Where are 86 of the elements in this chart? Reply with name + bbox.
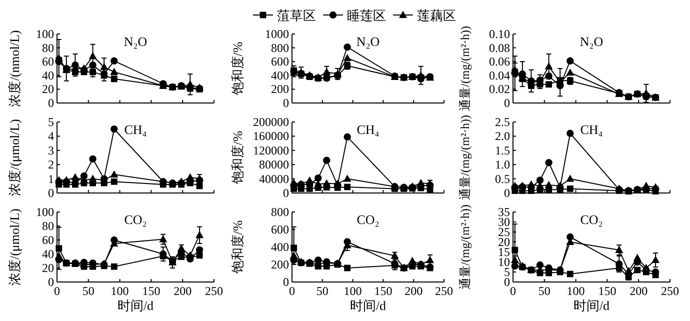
y-tick-label: 120000 bbox=[253, 143, 289, 158]
y-tick-label: 0 bbox=[283, 275, 289, 289]
y-tick-label: 0.06 bbox=[489, 54, 510, 69]
legend-label: 睡莲区 bbox=[347, 8, 386, 23]
y-tick-label: 60 bbox=[42, 233, 54, 247]
legend-label: 莲藕区 bbox=[417, 8, 456, 23]
y-axis-title: 通量/(mg/(m²·h)) bbox=[458, 26, 472, 111]
x-tick-label: 250 bbox=[435, 284, 453, 298]
y-tick-label: 0.04 bbox=[489, 68, 510, 82]
y-axis-title: 浓度/(nmol/L) bbox=[7, 30, 22, 107]
legend-label: 菹草区 bbox=[277, 8, 316, 23]
y-tick-label: 40 bbox=[42, 68, 54, 82]
y-tick-label: 5 bbox=[48, 115, 54, 129]
x-tick-label: 50 bbox=[538, 284, 550, 298]
x-tick-label: 50 bbox=[316, 284, 328, 298]
y-tick-label: 0 bbox=[283, 96, 289, 110]
y-tick-label: 0.02 bbox=[489, 82, 510, 96]
y-tick-label: 0 bbox=[48, 275, 54, 289]
y-tick-label: 3 bbox=[48, 143, 54, 158]
y-axis-title: 饱和度/% bbox=[230, 130, 245, 186]
chart-title: N₂O bbox=[124, 34, 148, 49]
y-tick-label: 100 bbox=[36, 205, 54, 219]
y-tick-label: 1000 bbox=[265, 27, 289, 41]
x-tick-label: 100 bbox=[110, 284, 129, 298]
y-tick-label: 2.5 bbox=[495, 115, 510, 129]
y-tick-label: 200000 bbox=[253, 115, 289, 129]
y-tick-label: 200 bbox=[271, 82, 289, 96]
x-tick-label: 250 bbox=[205, 284, 223, 298]
chart-title: N₂O bbox=[356, 34, 380, 49]
chart-title: CH₄ bbox=[580, 122, 604, 137]
y-tick-label: 80 bbox=[42, 219, 54, 233]
x-tick-label: 200 bbox=[630, 284, 648, 298]
y-tick-label: 0 bbox=[48, 186, 54, 200]
y-tick-label: 20 bbox=[42, 261, 54, 275]
y-tick-label: 4 bbox=[48, 129, 54, 144]
y-tick-label: 1.0 bbox=[495, 158, 510, 172]
y-tick-label: 0 bbox=[283, 186, 289, 200]
x-axis-title: 时间/d bbox=[573, 298, 610, 313]
y-axis-title: 浓度/(μmol/L) bbox=[7, 118, 22, 196]
x-tick-label: 150 bbox=[374, 284, 392, 298]
y-tick-label: 1.5 bbox=[495, 143, 510, 158]
y-tick-label: 0 bbox=[504, 96, 510, 110]
y-tick-label: 0.10 bbox=[489, 27, 510, 41]
x-tick-label: 200 bbox=[174, 284, 192, 298]
chart-title: CO₂ bbox=[124, 212, 147, 227]
y-tick-label: 200 bbox=[271, 258, 289, 272]
y-tick-label: 40000 bbox=[259, 172, 289, 186]
x-axis-title: 时间/d bbox=[117, 298, 154, 313]
chart-title: CO₂ bbox=[580, 212, 603, 227]
chart-title: CH₄ bbox=[124, 122, 148, 137]
y-tick-label: 2.0 bbox=[495, 129, 510, 144]
x-tick-label: 250 bbox=[661, 284, 679, 298]
y-tick-label: 2 bbox=[48, 158, 54, 172]
x-tick-label: 100 bbox=[344, 284, 362, 298]
y-axis-title: 通量/(mg/(m²·h)) bbox=[458, 204, 472, 290]
x-tick-label: 50 bbox=[82, 284, 94, 298]
x-tick-label: 100 bbox=[566, 284, 585, 298]
y-tick-label: 400 bbox=[271, 68, 289, 82]
y-tick-label: 40 bbox=[42, 247, 54, 261]
y-tick-label: 600 bbox=[271, 54, 289, 69]
x-tick-label: 150 bbox=[598, 284, 616, 298]
y-tick-label: 600 bbox=[271, 222, 289, 236]
y-tick-label: 80 bbox=[42, 40, 54, 55]
x-tick-label: 200 bbox=[404, 284, 423, 298]
y-axis-title: 饱和度/% bbox=[230, 42, 245, 96]
x-tick-label: 150 bbox=[142, 284, 160, 298]
y-tick-label: 1 bbox=[48, 172, 54, 186]
y-tick-label: 800 bbox=[271, 40, 289, 55]
y-axis-title: 通量/(mg/(m²·h)) bbox=[458, 115, 472, 200]
y-tick-label: 160000 bbox=[253, 129, 289, 144]
y-tick-label: 800 bbox=[271, 205, 289, 219]
chart-title: N₂O bbox=[580, 34, 604, 49]
y-tick-label: 60 bbox=[42, 54, 54, 69]
y-tick-label: 80000 bbox=[259, 158, 289, 172]
y-axis-title: 浓度/(μmol/L) bbox=[7, 208, 22, 286]
y-tick-label: 20 bbox=[42, 82, 54, 96]
y-tick-label: 0 bbox=[48, 96, 54, 110]
y-tick-label: 0.08 bbox=[489, 40, 510, 55]
chart-title: CH₄ bbox=[356, 122, 380, 137]
y-tick-label: 0 bbox=[504, 186, 510, 200]
y-tick-label: 0.5 bbox=[495, 172, 510, 186]
y-tick-label: 400 bbox=[271, 240, 289, 254]
y-tick-label: 100 bbox=[36, 27, 54, 41]
chart-title: CO₂ bbox=[356, 212, 380, 227]
x-axis-title: 时间/d bbox=[350, 298, 387, 313]
y-axis-title: 饱和度/% bbox=[230, 220, 245, 275]
